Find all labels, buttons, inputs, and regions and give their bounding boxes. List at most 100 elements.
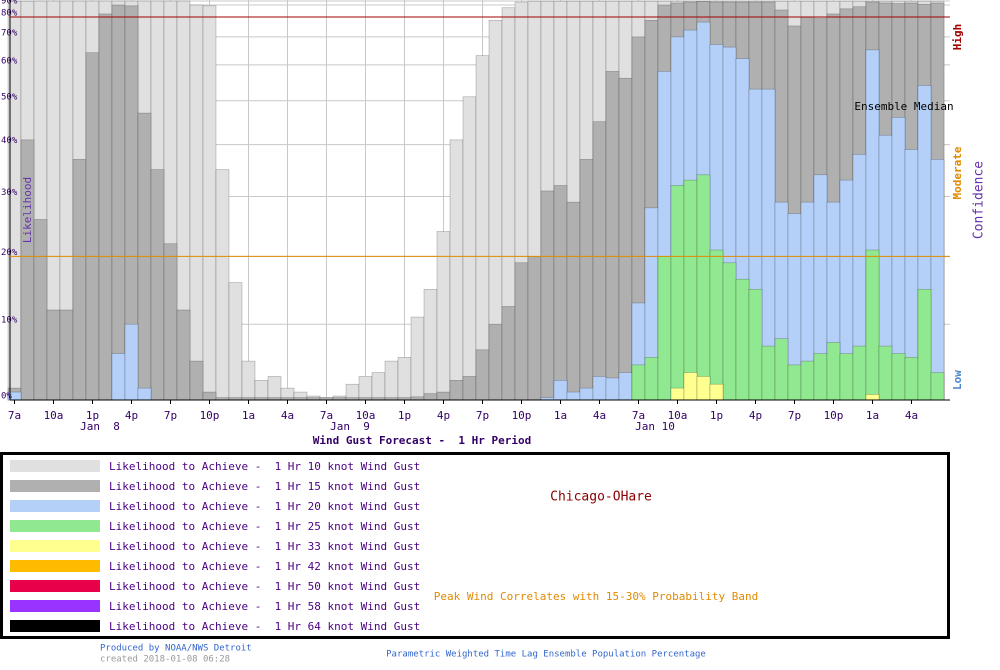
bar xyxy=(137,387,152,401)
legend-swatch xyxy=(10,520,100,532)
y-tick-label: 10% xyxy=(1,316,18,326)
bar xyxy=(540,190,555,401)
bar xyxy=(748,288,763,401)
legend-label: Likelihood to Achieve - 1 Hr 42 knot Win… xyxy=(109,560,420,573)
bar xyxy=(267,376,282,401)
bar xyxy=(215,169,230,401)
legend-swatch xyxy=(10,620,100,632)
bar xyxy=(579,387,594,401)
bar xyxy=(657,256,672,401)
bar xyxy=(566,201,581,401)
bar xyxy=(59,309,74,401)
bar xyxy=(878,345,893,401)
bar xyxy=(189,4,204,401)
bar xyxy=(670,387,685,401)
bar xyxy=(813,353,828,401)
bar xyxy=(462,96,477,401)
bar xyxy=(228,282,243,401)
bar xyxy=(696,174,711,401)
bar xyxy=(644,357,659,401)
bar xyxy=(111,353,126,401)
x-tick-label: 4p xyxy=(437,409,450,422)
x-tick-label: 4p xyxy=(749,409,762,422)
bar xyxy=(85,52,100,401)
y2-axis-label: Confidence xyxy=(972,161,987,239)
y-tick-label: 0% xyxy=(1,392,12,402)
footer: Parametric Weighted Time Lag Ensemble Po… xyxy=(386,650,706,660)
bar xyxy=(111,4,126,401)
bar xyxy=(241,360,256,401)
legend-swatch xyxy=(10,480,100,492)
bar xyxy=(852,345,867,401)
bar xyxy=(865,249,880,401)
x-tick-label: 1p xyxy=(398,409,411,422)
legend-label: Likelihood to Achieve - 1 Hr 50 knot Win… xyxy=(109,580,420,593)
bar xyxy=(189,360,204,401)
bar xyxy=(553,379,568,401)
bar xyxy=(826,342,841,401)
x-tick-label: 1a xyxy=(242,409,255,422)
bar xyxy=(371,372,386,401)
note: Peak Wind Correlates with 15-30% Probabi… xyxy=(434,590,759,603)
bar xyxy=(423,393,438,401)
legend-swatch xyxy=(10,460,100,472)
bar xyxy=(72,159,87,401)
bar xyxy=(202,5,217,401)
x-tick-label: 7p xyxy=(788,409,801,422)
bar xyxy=(670,185,685,401)
legend-swatch xyxy=(10,500,100,512)
credit: Produced by NOAA/NWS Detroit xyxy=(100,644,252,654)
bar xyxy=(696,376,711,401)
bar xyxy=(787,364,802,401)
x-tick-label: 7a xyxy=(320,409,333,422)
bar xyxy=(891,353,906,401)
x-tick-label: 1p xyxy=(710,409,723,422)
bar xyxy=(150,169,165,401)
bar xyxy=(163,243,178,401)
bar xyxy=(800,360,815,401)
day-label: Jan 10 xyxy=(635,420,675,433)
x-tick-label: 7a xyxy=(632,409,645,422)
bar xyxy=(553,185,568,401)
y-tick-label: 90% xyxy=(1,0,18,6)
bar xyxy=(592,121,607,401)
bar xyxy=(865,394,880,401)
x-tick-label: 7p xyxy=(164,409,177,422)
bar xyxy=(397,357,412,401)
bar xyxy=(761,345,776,401)
bar xyxy=(930,159,945,401)
bars xyxy=(7,0,945,401)
legend-swatch xyxy=(10,600,100,612)
x-tick-label: 7p xyxy=(476,409,489,422)
x-tick-label: 10p xyxy=(512,409,532,422)
bar xyxy=(579,159,594,401)
x-tick-label: 4a xyxy=(281,409,294,422)
bar xyxy=(735,278,750,401)
bar xyxy=(722,262,737,401)
bar xyxy=(683,179,698,401)
bar xyxy=(618,372,633,401)
x-tick-label: 7a xyxy=(8,409,21,422)
x-tick-label: 1p xyxy=(86,409,99,422)
bar xyxy=(475,349,490,401)
bar xyxy=(904,357,919,401)
bar xyxy=(774,338,789,401)
bar xyxy=(605,377,620,401)
x-tick-label: 10p xyxy=(824,409,844,422)
legend-label: Likelihood to Achieve - 1 Hr 25 knot Win… xyxy=(109,520,420,533)
y-tick-label: 30% xyxy=(1,188,18,198)
bar xyxy=(436,391,451,401)
legend-label: Likelihood to Achieve - 1 Hr 64 knot Win… xyxy=(109,620,420,633)
bar xyxy=(449,379,464,401)
bar xyxy=(462,376,477,401)
bar xyxy=(605,71,620,401)
bar xyxy=(709,249,724,401)
bar xyxy=(501,306,516,401)
chart-title: Wind Gust Forecast - 1 Hr Period xyxy=(313,434,532,447)
bar xyxy=(410,316,425,401)
threshold-label: Low xyxy=(951,370,964,390)
bar xyxy=(683,372,698,401)
overlay: 0% 10% 20% 30% 40% 50% 60% 70% 80% 90%100% 7a 10a 1p… xyxy=(1,0,964,433)
legend-label: Likelihood to Achieve - 1 Hr 58 knot Win… xyxy=(109,600,420,613)
